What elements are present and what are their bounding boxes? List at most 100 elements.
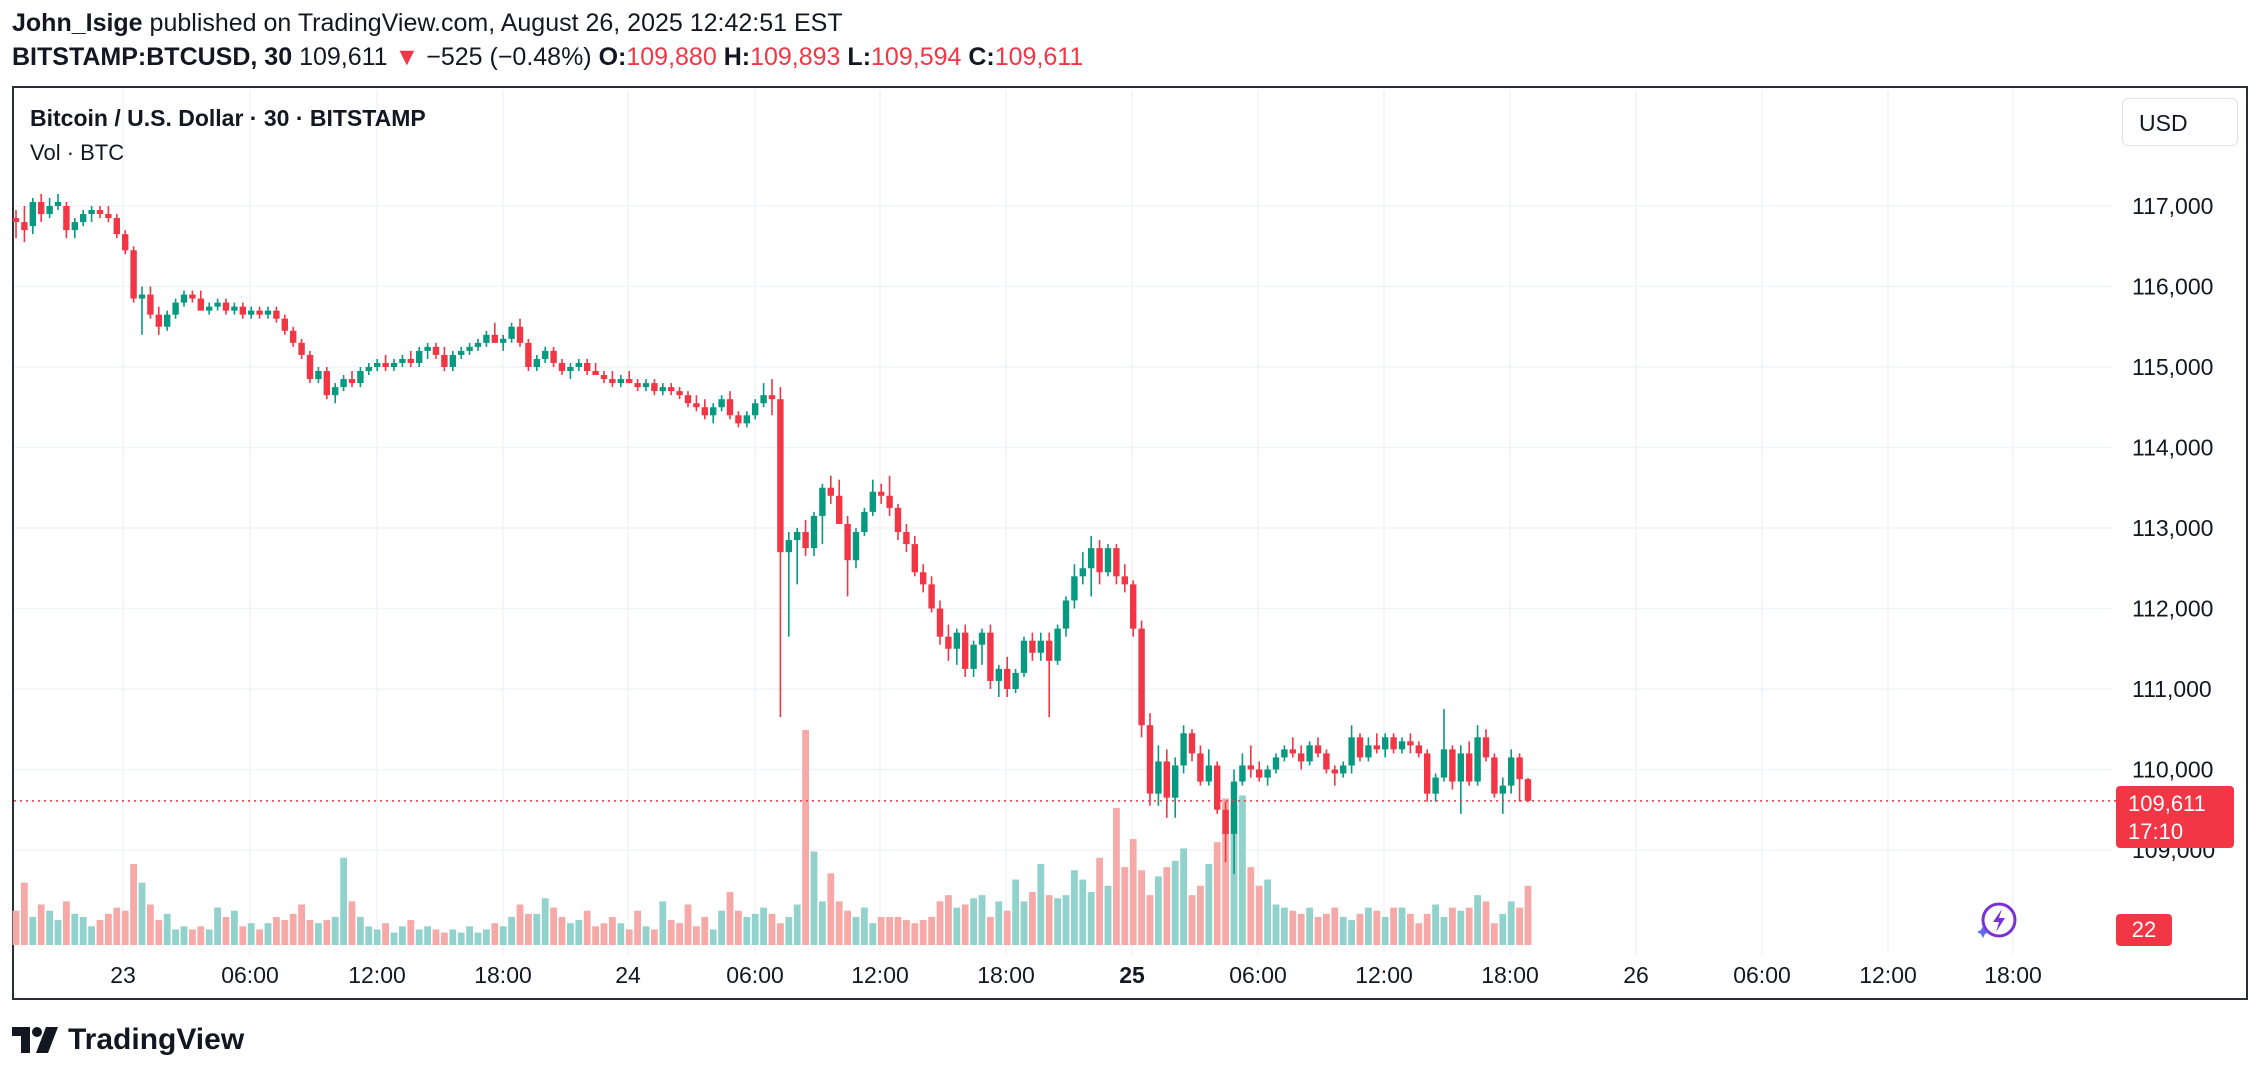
candle-body (1163, 761, 1170, 798)
candle-body (617, 379, 624, 384)
candle-body (96, 210, 104, 215)
volume-bar (474, 932, 482, 945)
candle-body (323, 371, 330, 396)
candle-body (1440, 749, 1448, 778)
volume-bar (1180, 848, 1187, 945)
candle-body (1079, 568, 1086, 577)
volume-bar (1474, 895, 1481, 945)
candle-body (516, 326, 524, 343)
volume-bar (424, 926, 431, 945)
volume-bar (701, 916, 709, 945)
close-value: 109,611 (994, 43, 1084, 71)
candle-body (71, 222, 78, 231)
x-tick-label: 26 (1623, 962, 1649, 988)
lightning-icon[interactable] (1975, 900, 2017, 942)
volume-legend: Vol · BTC (30, 140, 125, 165)
candle-body (827, 487, 834, 496)
volume-bar (1289, 910, 1297, 945)
candle-body (735, 415, 742, 424)
low-value: 109,594 (871, 43, 962, 71)
candle-body (1298, 753, 1305, 762)
volume-bar (256, 929, 263, 945)
candle-body (693, 403, 700, 408)
volume-bar (239, 926, 247, 945)
candle-body (1180, 733, 1187, 766)
candle-body (231, 306, 238, 311)
candle-body (592, 371, 599, 376)
candle-body (726, 399, 734, 416)
volume-bar (407, 920, 415, 945)
volume-bar (785, 916, 793, 945)
candle-body (1096, 548, 1103, 573)
open-label: O: (598, 43, 627, 71)
candle-body (1407, 741, 1414, 746)
candle-body (189, 294, 196, 299)
volume-bar (491, 923, 499, 945)
candle-body (1482, 737, 1490, 758)
countdown-timer: 17:10 (2128, 819, 2184, 844)
candle-body (1272, 757, 1280, 770)
volume-bar (1348, 920, 1355, 945)
candle-body (399, 358, 406, 363)
candle-body (819, 487, 826, 516)
volume-bar (827, 873, 835, 945)
volume-bar (945, 895, 952, 945)
candle-body (38, 201, 45, 215)
candle-body (407, 358, 414, 363)
volume-bar (247, 923, 255, 945)
candle-body (777, 399, 784, 553)
volume-bar (1314, 916, 1322, 945)
candle-body (206, 306, 213, 311)
candle-body (1071, 576, 1078, 601)
candle-body (1188, 733, 1196, 754)
volume-bar (516, 904, 524, 945)
volume-bar (1045, 895, 1053, 945)
volume-bar (96, 920, 104, 945)
candle-body (449, 354, 456, 367)
volume-bar (768, 913, 776, 945)
volume-bar (953, 907, 961, 945)
candle-body (1365, 745, 1372, 758)
volume-bar (1432, 904, 1439, 945)
volume-bar (1356, 913, 1364, 945)
volume-bar (1113, 807, 1120, 945)
candle-body (861, 511, 868, 533)
tradingview-logo-icon (12, 1027, 58, 1053)
volume-bar (29, 916, 37, 945)
candle-body (1323, 753, 1330, 770)
candle-body (416, 350, 423, 363)
candle-body (130, 250, 137, 299)
currency-button[interactable]: USD (2122, 98, 2238, 146)
candle-body (533, 358, 540, 367)
volume-bar (499, 926, 507, 945)
volume-bar (315, 923, 322, 945)
x-tick-label: 18:00 (474, 962, 532, 988)
volume-bar (1205, 863, 1213, 945)
y-tick-label: 116,000 (2132, 274, 2213, 300)
time-axis: 23 06:00 12:00 18:00 24 06:00 12:00 18:00 25 06:0… (110, 962, 2042, 988)
volume-bars (12, 730, 1532, 945)
candle-body (332, 387, 339, 396)
volume-bar (936, 901, 944, 945)
volume-bar (1281, 907, 1288, 945)
candle-body (836, 495, 843, 524)
y-tick-label: 110,000 (2132, 757, 2213, 783)
candle-body (1222, 809, 1229, 834)
candle-body (46, 206, 53, 215)
candle-body (1046, 640, 1053, 661)
volume-bar (130, 863, 137, 945)
volume-bar (1071, 870, 1078, 945)
candle-body (844, 523, 851, 561)
pane-title: Bitcoin / U.S. Dollar · 30 · BITSTAMP (30, 105, 426, 131)
volume-bar (289, 913, 297, 945)
volume-bar (877, 916, 885, 945)
candle-body (1113, 548, 1120, 577)
candle-body (1449, 749, 1456, 782)
tradingview-logo[interactable]: TradingView (12, 1020, 244, 1060)
volume-bar (264, 923, 272, 945)
volume-bar (1365, 907, 1372, 945)
candle-body (348, 379, 356, 384)
candle-body (584, 362, 591, 372)
candle-body (1424, 753, 1431, 794)
